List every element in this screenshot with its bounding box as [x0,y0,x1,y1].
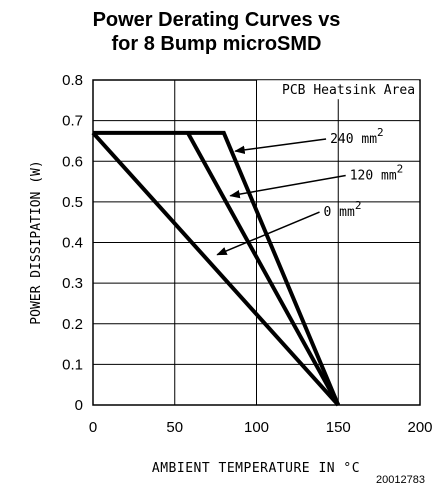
x-tick-label: 100 [244,419,269,436]
x-tick-label: 0 [89,419,97,436]
y-tick-label: 0.1 [62,356,83,373]
x-tick-label: 50 [166,419,183,436]
y-tick-label: 0.8 [62,72,83,89]
series-line-2 [91,131,340,407]
series-line-0 [93,130,341,406]
y-axis-label: POWER DISSIPATION (W) [29,160,44,324]
series-label: 0 mm2 [324,199,362,220]
annotation-arrow [229,174,346,199]
series-line-1 [186,131,341,406]
annotation-arrow [216,211,320,256]
series-label-superscript: 2 [397,163,404,176]
series-label-text: 240 mm [330,132,377,147]
series-label-text: 120 mm [350,169,397,184]
series-label: 120 mm2 [350,163,404,184]
chart-title-line-1: Power Derating Curves vs [92,9,341,31]
y-tick-label: 0.7 [62,113,83,130]
legend-title: PCB Heatsink Area [282,83,415,98]
series-label-superscript: 2 [377,126,384,139]
x-tick-label: 150 [326,419,351,436]
y-tick-label: 0.3 [62,275,83,292]
y-tick-label: 0.4 [62,235,83,252]
plot-frame [92,79,421,406]
figure-id: 20012783 [376,474,425,486]
annotation-arrow [234,138,327,155]
x-axis-label: AMBIENT TEMPERATURE IN °C [152,461,360,476]
chart-title-line-2: for 8 Bump microSMD [111,33,322,55]
y-tick-label: 0.6 [62,153,83,170]
x-tick-label: 200 [407,419,432,436]
legend-title-background [257,80,420,100]
y-tick-label: 0.5 [62,194,83,211]
series-label: 240 mm2 [330,126,384,147]
y-tick-label: 0.2 [62,316,83,333]
series-label-superscript: 2 [355,199,362,212]
y-tick-label: 0 [75,397,83,414]
series-label-text: 0 mm [324,205,355,220]
